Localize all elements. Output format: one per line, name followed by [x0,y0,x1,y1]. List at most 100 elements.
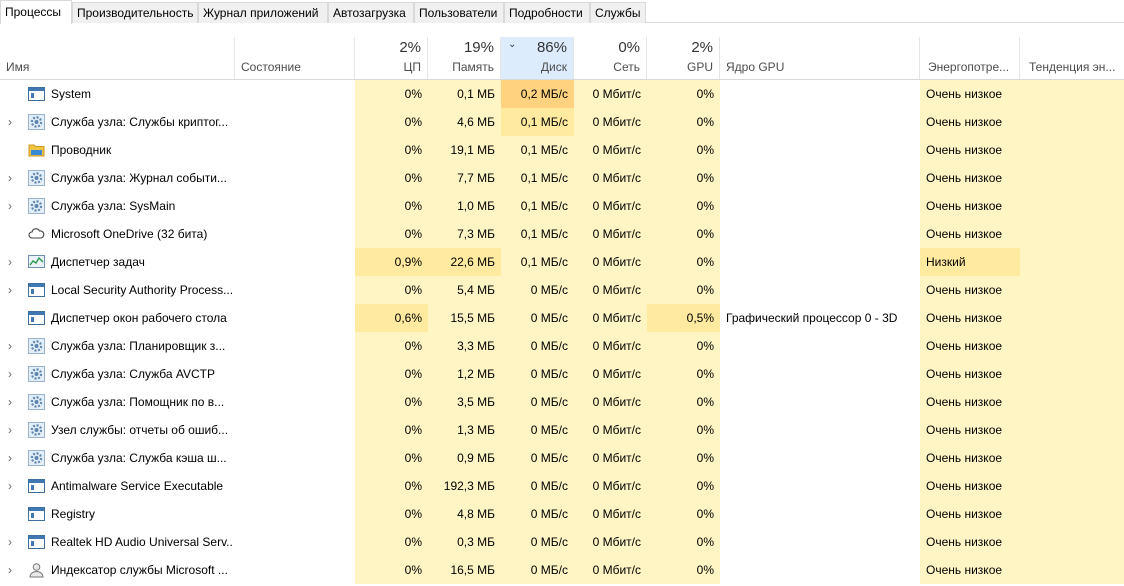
process-power-trend-cell [1020,164,1124,192]
tab-3[interactable]: Журнал приложений [198,2,328,23]
process-power-trend-cell [1020,360,1124,388]
column-header-status-label: Состояние [241,60,301,74]
tab-2[interactable]: Производительность [72,2,198,23]
process-cpu-cell: 0% [355,192,428,220]
gear-icon [28,450,45,466]
column-header-gpu-engine[interactable]: Ядро GPU [720,37,920,79]
expand-chevron-icon[interactable]: › [8,255,12,269]
process-network-cell: 0 Мбит/с [574,528,647,556]
process-name: Узел службы: отчеты об ошиб... [51,423,229,437]
gear-icon [28,366,45,382]
process-name: Служба узла: Журнал событи... [51,171,227,185]
process-gpu-engine-cell [720,556,920,584]
process-gpu-engine-cell: Графический процессор 0 - 3D [726,311,898,325]
expand-chevron-icon[interactable]: › [8,479,12,493]
expand-chevron-icon[interactable]: › [8,563,12,577]
process-gpu-engine-cell [720,220,920,248]
table-row[interactable]: Проводник 0% 19,1 МБ 0,1 МБ/с 0 Мбит/с 0% Очен… [0,136,1124,164]
process-cpu-cell: 0% [355,136,428,164]
expand-chevron-icon[interactable]: › [8,171,12,185]
process-power-cell: Очень низкое [920,416,1020,444]
table-row[interactable]: Registry 0% 4,8 МБ 0 МБ/с 0 Мбит/с 0% Очень ни… [0,500,1124,528]
process-memory-cell: 15,5 МБ [428,304,501,332]
process-power-trend-cell [1020,136,1124,164]
column-header-memory[interactable]: 19% Память [428,37,501,79]
process-power-cell: Очень низкое [920,164,1020,192]
process-memory-cell: 3,5 МБ [428,388,501,416]
process-power-trend-cell [1020,500,1124,528]
process-disk-cell: 0 МБ/с [501,416,574,444]
process-gpu-engine-cell [720,332,920,360]
process-power-trend-cell [1020,304,1124,332]
expand-chevron-icon[interactable]: › [8,199,12,213]
column-header-disk[interactable]: ⌄ 86% Диск [501,37,574,79]
column-header-status[interactable]: Состояние [235,37,355,79]
process-gpu-cell: 0% [647,360,720,388]
expand-chevron-icon[interactable]: › [8,339,12,353]
process-power-trend-cell [1020,80,1124,108]
process-gpu-engine-cell [720,472,920,500]
process-memory-cell: 19,1 МБ [428,136,501,164]
table-row[interactable]: › Служба узла: Планировщик з... 0% 3,3 МБ 0 … [0,332,1124,360]
process-gpu-engine-cell [720,80,920,108]
gear-icon [28,394,45,410]
process-gpu-cell: 0% [647,388,720,416]
expand-chevron-icon[interactable]: › [8,115,12,129]
table-row[interactable]: › Служба узла: SysMain 0% 1,0 МБ 0,1 МБ/с 0 М… [0,192,1124,220]
table-row[interactable]: › Realtek HD Audio Universal Serv... 0% 0,3… [0,528,1124,556]
process-disk-cell: 0 МБ/с [501,304,574,332]
process-power-cell: Очень низкое [920,444,1020,472]
process-gpu-cell: 0% [647,472,720,500]
table-row[interactable]: Microsoft OneDrive (32 бита) 0% 7,3 МБ 0,1 … [0,220,1124,248]
column-header-gpu-engine-label: Ядро GPU [726,60,785,74]
table-row[interactable]: › Служба узла: Служба AVCTP 0% 1,2 МБ 0 МБ/с… [0,360,1124,388]
process-memory-cell: 0,3 МБ [428,528,501,556]
process-gpu-engine-cell [720,276,920,304]
table-row[interactable]: Диспетчер окон рабочего стола 0,6% 15,5 МБ… [0,304,1124,332]
column-header-power-trend[interactable]: Тенденция эн... [1020,37,1124,79]
expand-chevron-icon[interactable]: › [8,283,12,297]
table-row[interactable]: › Antimalware Service Executable 0% 192,3 М… [0,472,1124,500]
expand-chevron-icon[interactable]: › [8,535,12,549]
expand-chevron-icon[interactable]: › [8,451,12,465]
gear-icon [28,198,45,214]
process-power-cell: Очень низкое [920,220,1020,248]
expand-chevron-icon[interactable]: › [8,423,12,437]
process-gpu-engine-cell [720,444,920,472]
tab-1[interactable]: Процессы [0,0,72,24]
process-disk-cell: 0,1 МБ/с [501,164,574,192]
process-power-trend-cell [1020,276,1124,304]
table-row[interactable]: › Служба узла: Помощник по в... 0% 3,5 МБ 0 … [0,388,1124,416]
column-header-power[interactable]: Энергопотре... [920,37,1020,79]
table-row[interactable]: › Диспетчер задач 0,9% 22,6 МБ 0,1 МБ/с 0 Мби… [0,248,1124,276]
table-row[interactable]: System 0% 0,1 МБ 0,2 МБ/с 0 Мбит/с 0% Очень ни… [0,80,1124,108]
tab-7[interactable]: Службы [590,2,646,23]
process-name: Служба узла: Служба AVCTP [51,367,215,381]
process-name: Служба узла: Служба кэша ш... [51,451,227,465]
process-name: System [51,87,92,101]
process-network-cell: 0 Мбит/с [574,248,647,276]
table-row[interactable]: › Индексатор службы Microsoft ... 0% 16,5 М… [0,556,1124,584]
tab-6[interactable]: Подробности [504,2,590,23]
table-row[interactable]: › Служба узла: Служба кэша ш... 0% 0,9 МБ 0 … [0,444,1124,472]
tab-5[interactable]: Пользователи [414,2,504,23]
column-header-cpu[interactable]: 2% ЦП [355,37,428,79]
process-name: Проводник [51,143,112,157]
process-power-trend-cell [1020,332,1124,360]
column-header-name[interactable]: Имя [0,37,235,79]
process-disk-cell: 0 МБ/с [501,360,574,388]
table-row[interactable]: › Узел службы: отчеты об ошиб... 0% 1,3 МБ 0… [0,416,1124,444]
process-network-cell: 0 Мбит/с [574,360,647,388]
cpu-total-percent: 2% [399,39,421,56]
expand-chevron-icon[interactable]: › [8,395,12,409]
process-memory-cell: 5,4 МБ [428,276,501,304]
column-header-network[interactable]: 0% Сеть [574,37,647,79]
tab-4[interactable]: Автозагрузка [328,2,414,23]
process-gpu-cell: 0% [647,416,720,444]
process-network-cell: 0 Мбит/с [574,80,647,108]
table-row[interactable]: › Служба узла: Журнал событи... 0% 7,7 МБ 0,… [0,164,1124,192]
table-row[interactable]: › Служба узла: Службы криптог... 0% 4,6 МБ 0… [0,108,1124,136]
expand-chevron-icon[interactable]: › [8,367,12,381]
column-header-gpu[interactable]: 2% GPU [647,37,720,79]
table-row[interactable]: › Local Security Authority Process... 0% 5,… [0,276,1124,304]
